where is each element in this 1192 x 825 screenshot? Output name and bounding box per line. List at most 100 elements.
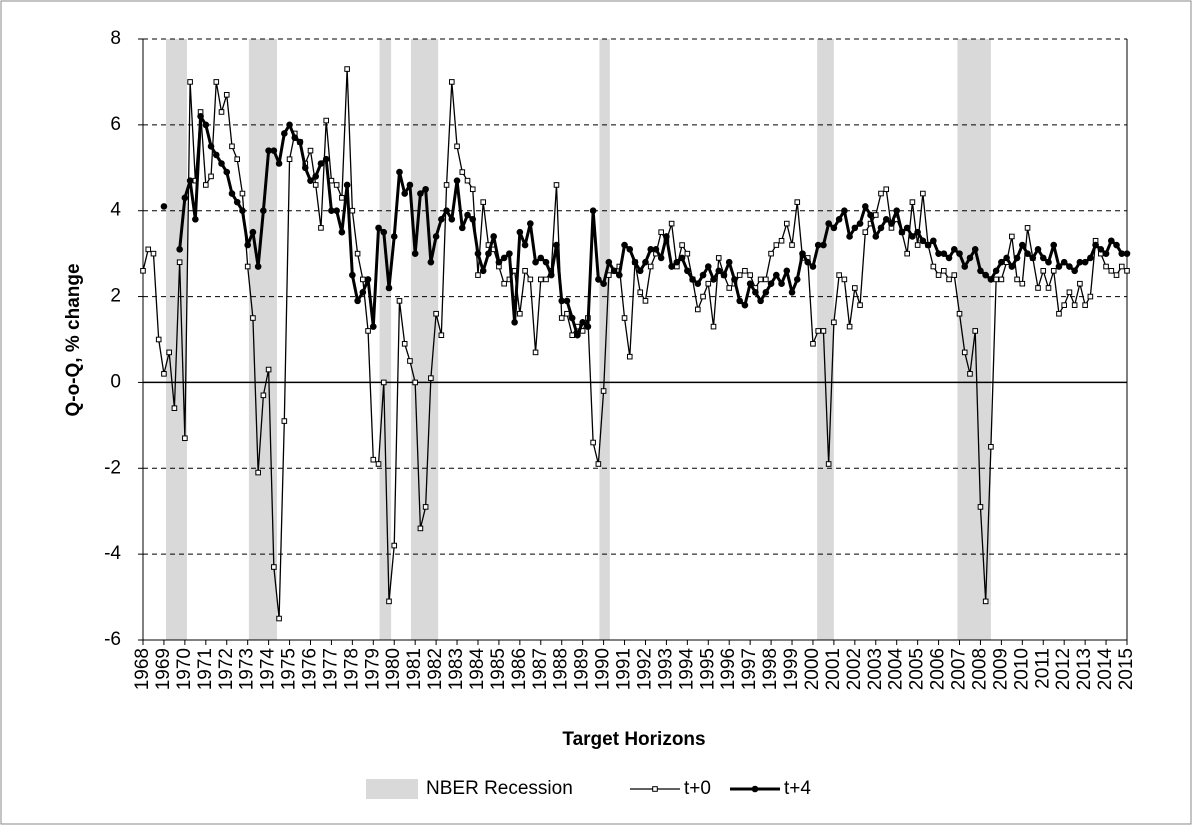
point-marker <box>684 250 691 257</box>
point-marker <box>343 181 351 189</box>
legend-marker <box>751 785 759 793</box>
point-marker <box>171 405 178 411</box>
point-marker <box>595 461 602 467</box>
point-marker <box>1039 254 1047 262</box>
point-marker <box>951 272 958 278</box>
point-marker <box>1013 254 1021 262</box>
point-marker <box>846 233 853 240</box>
point-marker <box>412 379 418 386</box>
point-marker <box>626 353 633 360</box>
point-marker <box>449 79 455 85</box>
point-marker <box>626 246 634 253</box>
point-marker <box>260 207 267 215</box>
point-marker <box>977 267 984 275</box>
point-marker <box>882 216 890 223</box>
point-marker <box>757 276 764 283</box>
point-marker <box>746 280 754 287</box>
point-marker <box>312 173 320 180</box>
point-marker <box>1034 246 1042 253</box>
point-marker <box>527 276 534 283</box>
point-marker <box>396 168 403 176</box>
point-marker <box>155 336 162 343</box>
point-marker <box>605 258 613 266</box>
point-marker <box>312 182 319 188</box>
point-marker <box>511 319 518 326</box>
x-tick-label: 2007 <box>949 648 970 690</box>
point-marker <box>987 276 995 283</box>
point-marker <box>443 182 450 188</box>
point-marker <box>762 288 770 296</box>
point-marker <box>265 366 272 373</box>
point-marker <box>427 258 435 266</box>
point-marker <box>197 112 204 120</box>
point-marker <box>1087 254 1094 262</box>
point-marker <box>1024 225 1031 231</box>
point-marker <box>841 207 848 215</box>
point-marker <box>339 195 345 201</box>
point-marker <box>212 151 220 159</box>
point-marker <box>386 598 392 605</box>
point-marker <box>652 246 660 253</box>
point-marker <box>956 250 963 257</box>
point-marker <box>919 237 927 245</box>
x-tick-label: 1973 <box>237 648 258 690</box>
x-tick-label: 1977 <box>320 648 341 690</box>
recession-band <box>817 39 834 640</box>
point-marker <box>699 271 707 279</box>
point-marker <box>647 263 654 270</box>
point-marker <box>500 254 508 262</box>
point-marker <box>558 315 565 321</box>
point-marker <box>574 331 581 339</box>
y-tick-label: 0 <box>110 371 121 392</box>
point-marker <box>941 268 947 274</box>
x-tick-label: 1979 <box>362 648 383 690</box>
point-marker <box>584 323 592 330</box>
x-tick-label: 1991 <box>614 648 635 690</box>
point-marker <box>595 276 602 283</box>
point-marker <box>501 280 507 287</box>
point-marker <box>1009 233 1015 240</box>
point-marker <box>364 276 372 283</box>
point-marker <box>1055 263 1063 270</box>
x-tick-label: 2004 <box>886 648 907 691</box>
point-marker <box>893 207 901 215</box>
x-tick-label: 1972 <box>216 648 237 690</box>
point-marker <box>794 199 801 205</box>
point-marker <box>1045 258 1052 266</box>
point-marker <box>422 185 429 193</box>
point-marker <box>610 267 618 275</box>
point-marker <box>1066 263 1073 270</box>
point-marker <box>862 229 869 235</box>
point-marker <box>506 250 513 257</box>
point-marker <box>736 297 743 305</box>
point-marker <box>218 109 225 115</box>
point-marker <box>537 254 545 262</box>
point-marker <box>600 280 607 287</box>
point-marker <box>318 225 324 231</box>
point-marker <box>961 349 968 356</box>
point-marker <box>527 220 534 227</box>
point-marker <box>924 241 932 249</box>
x-tick-label: 1989 <box>572 648 593 690</box>
point-marker <box>621 315 628 321</box>
point-marker <box>469 216 477 223</box>
point-marker <box>789 242 795 248</box>
point-marker <box>752 288 759 296</box>
point-marker <box>480 199 487 205</box>
point-marker <box>815 328 821 334</box>
x-tick-label: 2011 <box>1032 648 1053 689</box>
x-tick-label: 1980 <box>383 648 404 690</box>
point-marker <box>553 182 560 188</box>
point-marker <box>825 461 832 467</box>
x-tick-label: 1994 <box>676 648 697 691</box>
point-marker <box>458 224 466 232</box>
point-marker <box>783 220 790 227</box>
point-marker <box>1123 250 1131 257</box>
point-marker <box>270 147 278 154</box>
point-marker <box>349 271 356 279</box>
point-marker <box>946 276 952 283</box>
point-marker <box>375 461 382 467</box>
point-marker <box>553 241 560 249</box>
point-marker <box>564 310 570 317</box>
point-marker <box>992 267 1000 275</box>
